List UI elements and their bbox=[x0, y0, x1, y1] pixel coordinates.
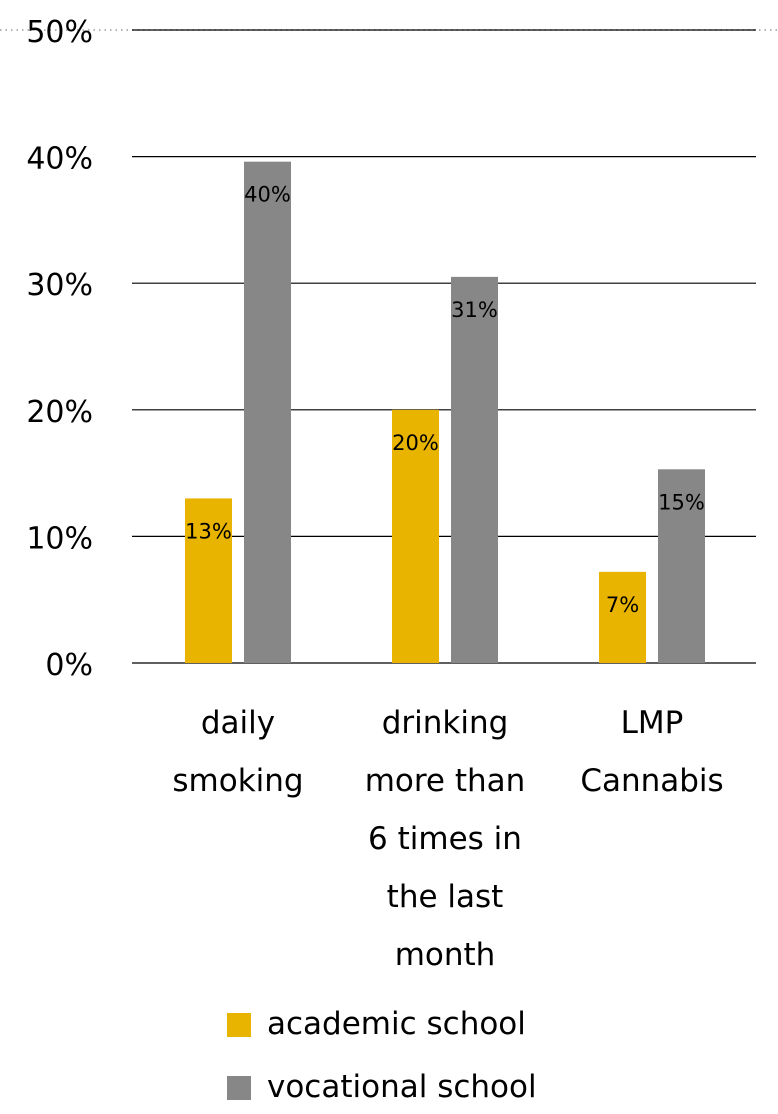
bar-vocational-2 bbox=[658, 469, 705, 663]
y-tick-label: 40% bbox=[26, 142, 93, 177]
data-label: 15% bbox=[658, 490, 705, 514]
bar-vocational-0 bbox=[244, 161, 291, 663]
y-tick-label: 0% bbox=[45, 648, 93, 683]
y-axis-ticks: 0% 10% 20% 30% 40% 50% bbox=[26, 15, 93, 683]
category-label: daily smoking bbox=[172, 705, 303, 799]
bar-academic-1 bbox=[392, 409, 439, 663]
bar-vocational-1 bbox=[451, 276, 498, 663]
bar-academic-0 bbox=[185, 498, 232, 663]
data-label: 40% bbox=[244, 183, 291, 207]
legend-swatch bbox=[227, 1013, 251, 1037]
data-label: 7% bbox=[606, 593, 639, 617]
y-tick-label: 30% bbox=[26, 268, 93, 303]
data-labels: 13% 20% 7% 40% 31% 15% bbox=[185, 183, 705, 617]
gridlines bbox=[0, 29, 778, 664]
category-labels: daily smoking drinking more than 6 times in t… bbox=[172, 705, 723, 973]
legend-label: academic school bbox=[267, 1006, 526, 1042]
legend-swatch bbox=[227, 1076, 251, 1100]
bar-academic-2 bbox=[599, 571, 646, 663]
category-label: drinking more than 6 times in the last month bbox=[365, 705, 526, 973]
category-label: LMP Cannabis bbox=[580, 705, 723, 799]
legend: academic school vocational school bbox=[227, 1006, 537, 1105]
data-label: 13% bbox=[185, 519, 232, 543]
y-tick-label: 10% bbox=[26, 521, 93, 556]
y-tick-label: 20% bbox=[26, 395, 93, 430]
data-label: 31% bbox=[451, 298, 498, 322]
y-tick-label: 50% bbox=[26, 15, 93, 50]
bars bbox=[185, 161, 705, 663]
data-label: 20% bbox=[392, 431, 439, 455]
legend-label: vocational school bbox=[267, 1069, 537, 1105]
